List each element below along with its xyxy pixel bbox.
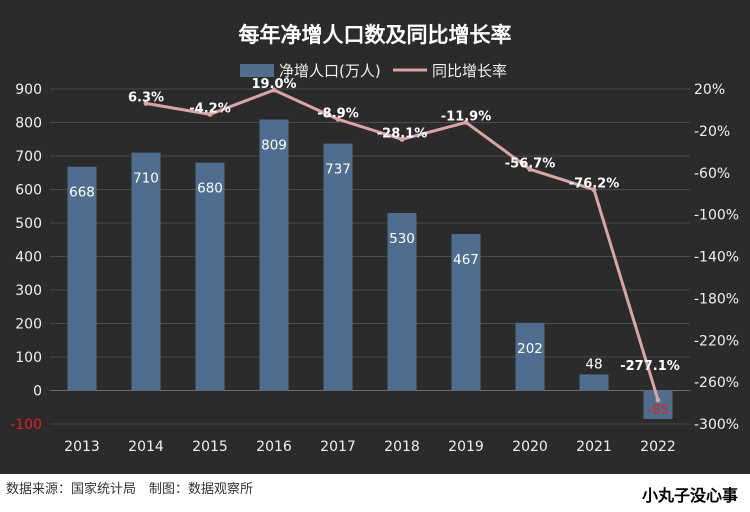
bar-2018 — [387, 212, 417, 391]
legend-bar-label: 净增人口(万人) — [279, 62, 381, 80]
bar-2014 — [131, 152, 161, 391]
bar-value-label: 48 — [585, 356, 602, 372]
right-tick-label: -220% — [694, 333, 739, 349]
left-tick-label: 200 — [15, 317, 42, 333]
right-tick-label: 20% — [694, 82, 725, 98]
bar-2019 — [451, 234, 481, 391]
left-tick-label: 100 — [15, 350, 42, 366]
left-tick-label: 800 — [15, 116, 42, 132]
growth-point-2017 — [335, 116, 341, 122]
chart-svg: 每年净增人口数及同比增长率 净增人口(万人) 同比增长率 -100 0 100 200… — [10, 23, 739, 455]
x-tick-label: 2019 — [448, 439, 484, 455]
bar-value-label: 668 — [69, 185, 95, 201]
left-tick-label: 400 — [15, 250, 42, 266]
growth-value-label: -11.9% — [441, 109, 492, 124]
growth-value-label: -56.7% — [505, 156, 556, 171]
left-tick-label: 500 — [15, 216, 42, 232]
growth-point-2018 — [399, 136, 405, 142]
right-tick-label: -20% — [694, 124, 730, 140]
growth-value-label: -76.2% — [569, 177, 620, 192]
growth-value-label: 6.3% — [128, 90, 164, 105]
bar-value-label: 809 — [261, 137, 287, 153]
legend-bar-swatch — [240, 64, 274, 77]
growth-point-2019 — [463, 119, 469, 125]
left-tick-label: -100 — [10, 417, 42, 433]
left-tick-label: 900 — [15, 82, 42, 98]
left-tick-label: 700 — [15, 149, 42, 165]
x-tick-label: 2018 — [384, 439, 420, 455]
bar-labels: 668 710 680 809 737 530 467 202 48 -85 — [69, 137, 669, 417]
growth-value-label: 19.0% — [251, 77, 296, 92]
growth-value-label: -8.9% — [317, 106, 358, 121]
bar-2017 — [323, 143, 353, 391]
left-tick-label: 300 — [15, 283, 42, 299]
bar-value-label: 737 — [325, 162, 351, 178]
left-tick-label: 0 — [33, 384, 42, 400]
legend: 净增人口(万人) 同比增长率 — [240, 62, 507, 80]
left-axis: -100 0 100 200 300 400 500 600 700 800 900 — [10, 82, 42, 433]
bar-2013 — [67, 166, 97, 391]
right-tick-label: -260% — [694, 375, 739, 391]
right-axis: 20% -20% -60% -100% -140% -180% -220% -260% -300… — [694, 82, 739, 433]
right-tick-label: -60% — [694, 166, 730, 182]
x-tick-label: 2015 — [192, 439, 228, 455]
right-tick-label: -300% — [694, 417, 739, 433]
bar-2020 — [515, 322, 545, 391]
x-tick-label: 2014 — [128, 439, 164, 455]
growth-point-2022 — [655, 397, 661, 403]
x-tick-label: 2021 — [576, 439, 612, 455]
source-note: 数据来源：国家统计局 制图：数据观察所 — [6, 482, 254, 497]
bar-value-label: 530 — [389, 231, 415, 247]
x-tick-label: 2016 — [256, 439, 292, 455]
bar-2015 — [195, 162, 225, 391]
line-series — [143, 87, 661, 403]
watermark: 小丸子没心事 — [641, 486, 738, 505]
x-tick-label: 2017 — [320, 439, 356, 455]
chart-title: 每年净增人口数及同比增长率 — [239, 23, 512, 47]
growth-value-label: -28.1% — [377, 126, 428, 141]
bar-value-label: 467 — [453, 252, 479, 268]
right-tick-label: -180% — [694, 291, 739, 307]
growth-point-2015 — [207, 111, 213, 117]
right-tick-label: -100% — [694, 208, 739, 224]
growth-point-2016 — [271, 87, 277, 93]
chart-panel — [0, 0, 750, 474]
growth-value-label: -4.2% — [189, 101, 230, 116]
line-labels: 6.3% -4.2% 19.0% -8.9% -28.1% -11.9% -56.7% -76… — [128, 77, 680, 374]
bar-value-label: 710 — [133, 171, 159, 187]
bar-value-label: -85 — [647, 402, 669, 418]
growth-point-2014 — [143, 100, 149, 106]
left-tick-label: 600 — [15, 183, 42, 199]
bar-value-label: 680 — [197, 181, 223, 197]
x-axis: 2013 2014 2015 2016 2017 2018 2019 2020 2021 2022 — [64, 439, 676, 455]
growth-point-2021 — [591, 187, 597, 193]
bar-2021 — [579, 374, 609, 391]
x-tick-label: 2020 — [512, 439, 548, 455]
bar-value-label: 202 — [517, 341, 543, 357]
growth-point-2020 — [527, 166, 533, 172]
x-tick-label: 2013 — [64, 439, 100, 455]
bar-series — [67, 119, 673, 419]
legend-line-label: 同比增长率 — [432, 62, 507, 80]
x-tick-label: 2022 — [640, 439, 676, 455]
bar-2016 — [259, 119, 289, 391]
growth-value-label: -277.1% — [620, 359, 680, 374]
right-tick-label: -140% — [694, 250, 739, 266]
